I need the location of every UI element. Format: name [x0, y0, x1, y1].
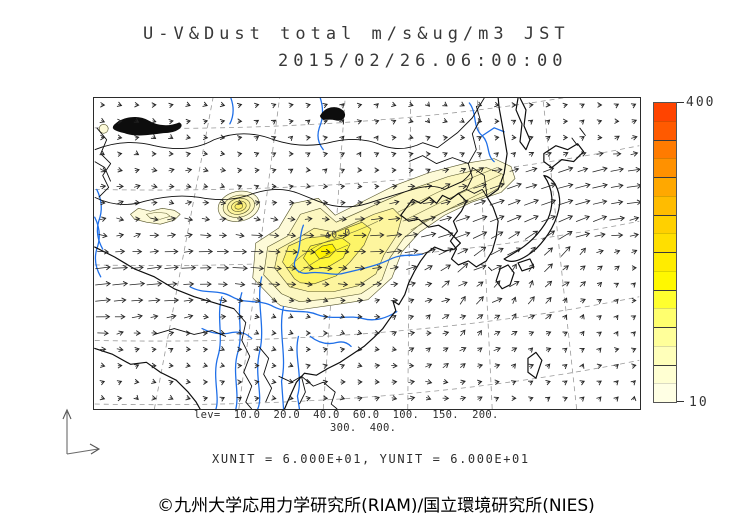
colorbar-segment	[654, 345, 676, 365]
contour-value-label: 40.0	[324, 227, 352, 242]
colorbar-top-tick	[677, 102, 684, 103]
colorbar-segment	[654, 270, 676, 290]
colorbar-segment	[654, 214, 676, 234]
colorbar-segment	[654, 289, 676, 309]
colorbar-min-label: 10	[689, 395, 709, 410]
vector-unit-label: XUNIT = 6.000E+01, YUNIT = 6.000E+01	[212, 452, 530, 466]
colorbar-segment	[654, 120, 676, 140]
copyright-attribution: ©九州大学応用力学研究所(RIAM)/国立環境研究所(NIES)	[157, 496, 595, 516]
colorbar-segment	[654, 383, 676, 402]
colorbar-segment	[654, 139, 676, 159]
map-plot-area: 40.0	[93, 97, 641, 410]
vector-scale-arrows-icon	[62, 408, 101, 455]
colorbar-segment	[654, 103, 676, 121]
colorbar-segment	[654, 308, 676, 327]
chart-timestamp: 2015/02/26.06:00:00	[278, 51, 568, 71]
colorbar-segment	[654, 252, 676, 271]
colorbar-segment	[654, 364, 676, 384]
wind-vector-arrows	[95, 101, 640, 402]
rivers-layer	[94, 98, 505, 409]
colorbar	[653, 102, 677, 403]
colorbar-segment	[654, 233, 676, 252]
colorbar-segment	[654, 327, 676, 346]
contour-levels-line2: 300. 400.	[330, 422, 397, 434]
colorbar-segment	[654, 158, 676, 177]
colorbar-segment	[654, 177, 676, 196]
colorbar-bottom-tick	[677, 401, 684, 402]
contour-levels-line1: lev= 10.0 20.0 40.0 60.0 100. 150. 200.	[194, 409, 499, 421]
colorbar-max-label: 400	[686, 95, 716, 110]
colorbar-segment	[654, 195, 676, 215]
chart-title: U-V&Dust total m/s&ug/m3 JST	[143, 24, 570, 44]
map-svg: 40.0	[94, 98, 640, 409]
